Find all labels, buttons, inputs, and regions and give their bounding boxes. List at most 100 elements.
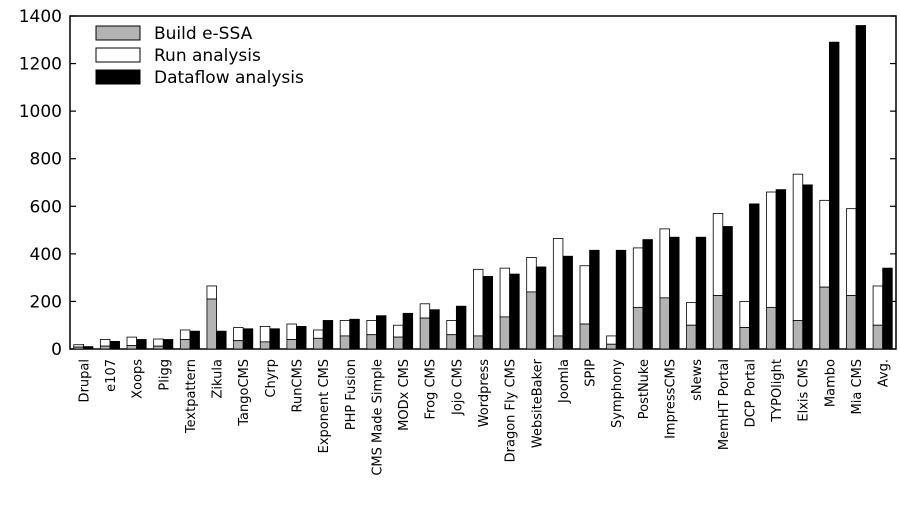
bar-run-analysis bbox=[446, 320, 457, 336]
x-tick-label: Mia CMS bbox=[850, 359, 865, 414]
bar-run-analysis bbox=[259, 326, 271, 343]
bar-dataflow-analysis bbox=[322, 320, 334, 350]
bar-build-essa bbox=[419, 317, 431, 350]
bar-build-essa bbox=[846, 295, 857, 350]
bar-build-essa bbox=[872, 324, 884, 350]
x-tick-label: ImpressCMS bbox=[664, 359, 679, 439]
bar-run-analysis bbox=[606, 335, 617, 345]
x-tick-label: PostNuke bbox=[637, 359, 652, 419]
bar-run-analysis bbox=[233, 327, 244, 342]
bar-run-analysis bbox=[792, 173, 804, 321]
bar-dataflow-analysis bbox=[828, 41, 840, 350]
bar-run-analysis bbox=[526, 257, 537, 293]
x-tick-label: Dragon Fly CMS bbox=[504, 359, 519, 462]
bar-build-essa bbox=[552, 335, 564, 350]
x-tick-label: Wordpress bbox=[477, 359, 492, 427]
bar-dataflow-analysis bbox=[136, 339, 147, 350]
y-tick-label: 1000 bbox=[19, 102, 62, 122]
bar-run-analysis bbox=[179, 329, 191, 340]
bar-dataflow-analysis bbox=[402, 312, 414, 350]
bar-build-essa bbox=[739, 327, 750, 350]
bar-build-essa bbox=[206, 298, 217, 350]
bar-run-analysis bbox=[579, 265, 590, 325]
y-tick-label: 800 bbox=[30, 150, 62, 170]
bar-run-analysis bbox=[819, 199, 830, 288]
x-tick-label: Elxis CMS bbox=[797, 359, 812, 422]
bar-build-essa bbox=[73, 346, 84, 350]
legend-swatch bbox=[95, 69, 141, 85]
bar-dataflow-analysis bbox=[802, 184, 813, 350]
x-tick-label: Jojo CMS bbox=[450, 359, 465, 416]
x-tick-label: RunCMS bbox=[290, 359, 305, 412]
bar-dataflow-analysis bbox=[695, 236, 707, 350]
bar-dataflow-analysis bbox=[775, 189, 787, 350]
bar-build-essa bbox=[712, 295, 724, 350]
bar-run-analysis bbox=[846, 208, 857, 296]
bar-dataflow-analysis bbox=[269, 328, 280, 350]
y-tick-label: 0 bbox=[51, 340, 62, 360]
x-tick-label: Drupal bbox=[77, 359, 92, 402]
bar-dataflow-analysis bbox=[349, 318, 360, 350]
bar-build-essa bbox=[286, 339, 297, 350]
bar-run-analysis bbox=[99, 339, 111, 347]
x-tick-label: MemHT Portal bbox=[717, 359, 732, 450]
legend-label: Run analysis bbox=[154, 46, 261, 66]
bar-run-analysis bbox=[739, 301, 750, 328]
bar-dataflow-analysis bbox=[562, 255, 573, 350]
bar-build-essa bbox=[99, 345, 111, 350]
bar-dataflow-analysis bbox=[482, 276, 493, 350]
bar-run-analysis bbox=[499, 267, 511, 318]
x-tick-label: PHP Fusion bbox=[344, 359, 359, 430]
bar-build-essa bbox=[499, 316, 511, 350]
x-tick-label: sNews bbox=[690, 359, 705, 401]
bar-dataflow-analysis bbox=[615, 249, 627, 350]
bar-build-essa bbox=[819, 286, 830, 350]
x-tick-label: TYPOlight bbox=[770, 359, 785, 423]
bar-dataflow-analysis bbox=[376, 315, 387, 350]
bar-build-essa bbox=[179, 339, 191, 350]
x-tick-labels: Drupal e107 Xoops Pligg Textpattern Zikula Tan… bbox=[77, 358, 891, 475]
bar-dataflow-analysis bbox=[296, 326, 307, 350]
y-tick-label: 400 bbox=[30, 245, 62, 265]
x-tick-label: Exponent CMS bbox=[317, 359, 332, 453]
bar-dataflow-analysis bbox=[722, 226, 733, 350]
bar-dataflow-analysis bbox=[162, 339, 174, 350]
x-tick-label: Avg. bbox=[877, 359, 892, 387]
bar-build-essa bbox=[792, 320, 804, 350]
bar-dataflow-analysis bbox=[429, 309, 440, 350]
bar-build-essa bbox=[393, 336, 404, 350]
legend-swatch bbox=[95, 47, 141, 63]
bar-run-analysis bbox=[366, 320, 377, 336]
bar-run-analysis bbox=[393, 324, 404, 338]
bar-build-essa bbox=[579, 323, 590, 350]
bar-dataflow-analysis bbox=[642, 239, 653, 350]
bar-build-essa bbox=[366, 334, 377, 350]
bar-build-essa bbox=[339, 335, 351, 350]
bar-dataflow-analysis bbox=[749, 203, 760, 350]
bar-build-essa bbox=[526, 291, 537, 350]
bar-run-analysis bbox=[339, 320, 351, 337]
bar-build-essa bbox=[446, 334, 457, 350]
bar-dataflow-analysis bbox=[216, 330, 227, 350]
bar-run-analysis bbox=[659, 228, 670, 299]
bar-build-essa bbox=[766, 306, 777, 350]
bar-dataflow-analysis bbox=[189, 330, 200, 350]
bar-dataflow-analysis bbox=[589, 249, 600, 350]
bar-build-essa bbox=[313, 337, 324, 350]
bar-run-analysis bbox=[632, 247, 644, 308]
bar-build-essa bbox=[259, 341, 271, 350]
bar-run-analysis bbox=[206, 285, 217, 300]
bar-run-analysis bbox=[872, 285, 884, 326]
x-tick-label: e107 bbox=[104, 359, 119, 392]
x-tick-label: CMS Made Simple bbox=[370, 359, 385, 476]
bar-dataflow-analysis bbox=[509, 273, 520, 350]
legend-swatch bbox=[95, 25, 141, 41]
x-tick-label: TangoCMS bbox=[237, 359, 252, 427]
x-tick-label: WebsiteBaker bbox=[530, 358, 545, 448]
bar-dataflow-analysis bbox=[535, 266, 547, 350]
bar-build-essa bbox=[632, 306, 644, 350]
bar-run-analysis bbox=[473, 268, 484, 337]
bar-run-analysis bbox=[686, 302, 697, 326]
